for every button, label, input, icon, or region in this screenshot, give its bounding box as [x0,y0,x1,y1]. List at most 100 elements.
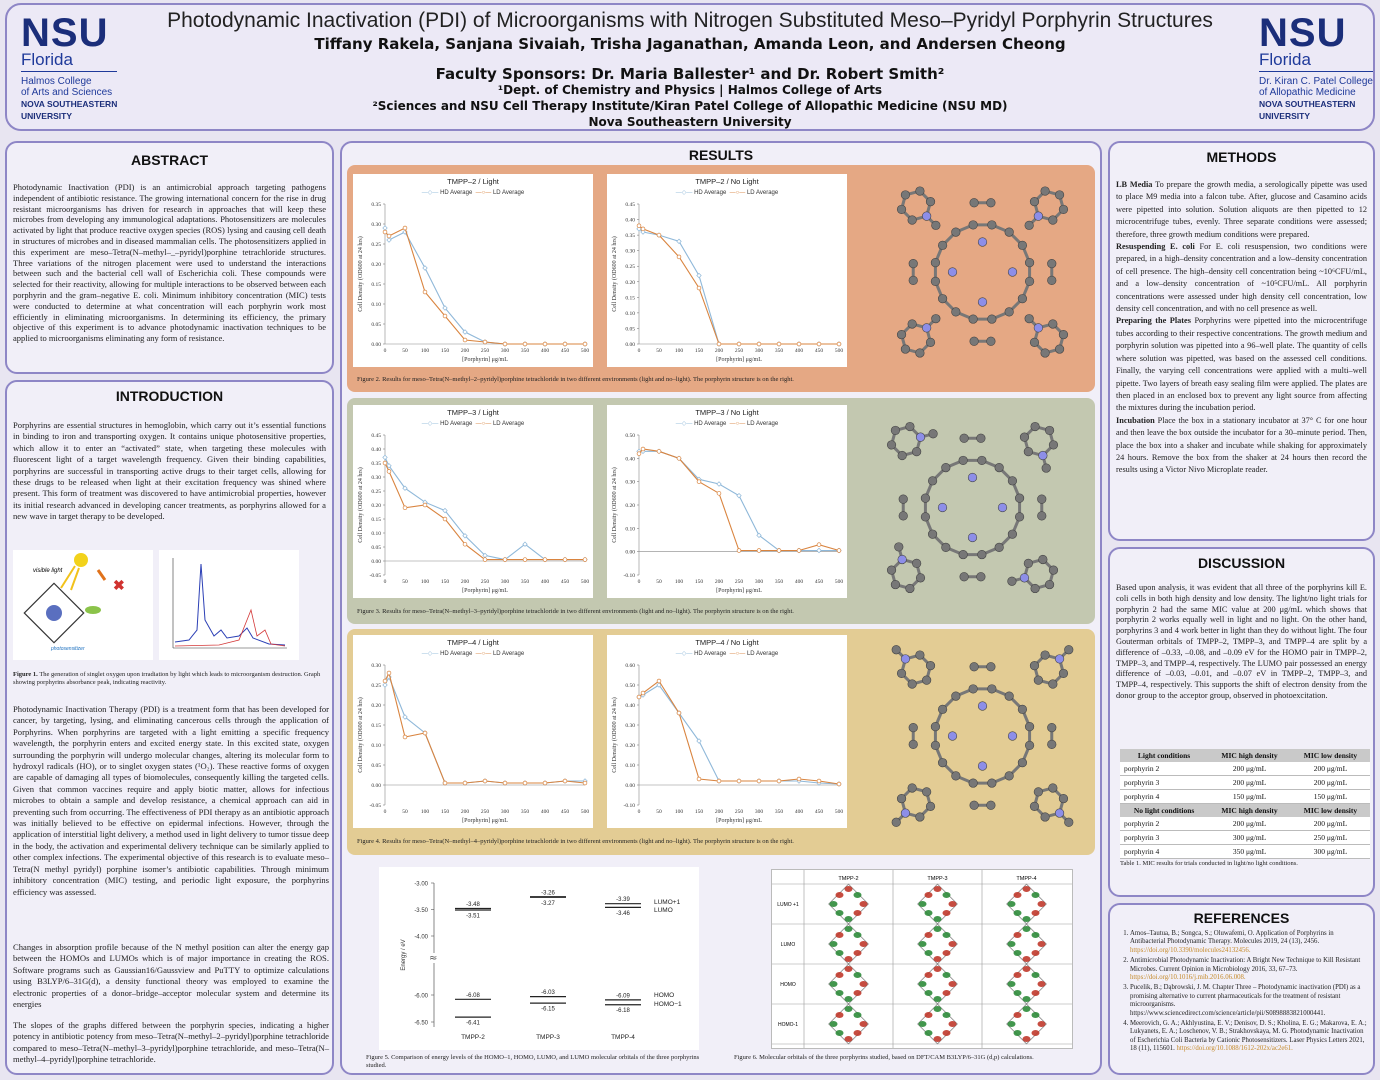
methods-heading-plates: Preparing the Plates [1116,316,1191,326]
y-tick-label: -0.05 [370,573,382,579]
y-axis-label: Cell Density (OD600 at 24 hrs) [611,467,618,543]
ld-data-point [676,254,682,260]
hd-data-point [462,533,468,539]
legend-ld: LD Average [492,190,525,196]
x-tick-label: 200 [461,579,470,585]
homo-value-label: -6.03 [541,990,555,996]
x-tick-label: 400 [541,809,550,815]
carbon-atom [912,447,922,457]
carbon-atom [1017,758,1028,768]
nitrogen-atom [947,267,958,277]
hd-data-point [386,237,392,243]
x-tick-label: 100 [421,579,430,585]
orbital-column-label: TMPP-2 [838,876,858,882]
chart-legend: —◇— HD Average —○— LD Average [421,651,525,657]
ld-data-point [756,548,762,553]
intro-paragraph-2: Photodynamic Inactivation Therapy (PDI) … [13,704,329,897]
x-tick-label: 50 [402,348,408,354]
orbital-lobe [835,1012,844,1018]
table-header-row: Light conditions MIC high density MIC low … [1120,749,1370,762]
ld-data-point [462,337,468,343]
ld-data-point [482,557,488,562]
chart-title: TMPP–2 / No Light [695,177,759,186]
y-tick-label: 0.05 [371,545,381,551]
y-tick-label: 0.00 [371,559,381,565]
methods-p3: Porphyrins were pipetted into the microc… [1116,316,1367,413]
ld-data-point [716,778,722,784]
y-tick-label: 0.10 [625,526,635,532]
orbital-lobe [942,932,951,938]
carbon-atom [1024,314,1034,324]
table-cell: 150 μg/mL [1208,789,1291,804]
ld-data-point [736,341,742,347]
table-row: porphyrin 3 300 μg/mL 250 μg/mL [1120,830,1370,845]
x-tick-label: 450 [561,348,570,354]
carbon-atom [894,542,904,552]
carbon-atom [891,817,901,827]
carbon-atom [927,476,938,486]
ld-data-point [636,451,642,456]
orbital-image [917,1003,958,1045]
nitrogen-atom [1054,654,1065,664]
carbon-atom [912,558,922,568]
nsu-halmos-logo: NSU Florida Halmos College of Arts and S… [21,13,118,121]
carbon-atom [896,204,907,215]
reference-link[interactable]: https://doi.org/10.1016/j.mib.2016.06.00… [1130,974,1246,982]
x-tick-label: 50 [402,579,408,585]
nitrogen-atom [1038,450,1048,461]
hd-series-line [384,227,585,345]
carbon-atom [931,314,941,324]
reference-link[interactable]: https://doi.org/10.1088/1612-202x/ac2e61… [1176,1045,1293,1053]
reference-item: Amos–Tautua, B.; Songca, S.; Oluwafemi, … [1130,930,1367,955]
axis-break-icon: ≈ [429,953,437,964]
methods-heading-lb-media: LB Media [1116,180,1153,189]
orbital-lobe [918,981,927,987]
ld-data-point [640,690,646,696]
ld-data-point [386,469,392,474]
x-tick-label: 450 [815,348,824,354]
y-tick-label: 0.10 [371,531,381,537]
cell-density-chart: TMPP–4 / No Light —◇— HD Average —○— LD A… [607,635,847,828]
ld-data-point [582,557,588,562]
y-tick-label: 0.05 [371,763,381,769]
reference-text: Meerovich, G. A.; Akhlyustina, E. V.; De… [1130,1020,1367,1053]
table-cell: 200 μg/mL [1208,775,1291,790]
y-tick-label: 0.15 [371,517,381,523]
x-tick-label: 500 [581,579,590,585]
cell-density-chart: TMPP–3 / Light —◇— HD Average —○— LD Aver… [353,405,593,598]
orbital-lobe [933,1036,942,1042]
carbon-atom [890,579,901,590]
logo-univ-line2: UNIVERSITY [21,110,73,121]
orbital-lobe [1022,956,1031,962]
ld-data-point [422,289,428,295]
carbon-atom [908,739,918,749]
carbon-atom [1029,337,1040,347]
orbital-lobe [948,1021,957,1027]
hd-series-line [639,450,839,552]
faculty-sponsors: Faculty Sponsors: Dr. Maria Ballester¹ a… [435,65,945,83]
x-tick-label: 50 [656,809,662,815]
x-tick-label: 150 [695,809,704,815]
hd-data-point [382,454,388,461]
ld-data-point [636,223,642,229]
reference-link[interactable]: https://doi.org/10.3390/molecules2413245… [1130,946,1251,954]
ld-data-point [502,780,508,786]
orbital-lobe [1007,981,1016,987]
orbital-lobe [924,932,933,938]
y-tick-label: 0.50 [625,683,635,689]
carbon-atom [987,778,997,788]
x-tick-label: 400 [795,579,804,585]
y-tick-label: 0.30 [371,222,381,228]
y-tick-label: 0.30 [371,663,381,669]
ld-data-point [756,341,762,347]
table-cell: porphyrin 3 [1120,830,1209,845]
carbon-atom [915,812,925,822]
orbital-image [1006,883,1047,925]
orbital-lobe [853,1012,862,1018]
x-tick-label: 400 [541,579,550,585]
arrow-icon [96,569,107,581]
orbital-lobe [853,892,862,898]
nitrogen-atom [977,701,988,711]
ld-data-point [382,229,388,235]
chart-title: TMPP–2 / Light [447,177,499,186]
